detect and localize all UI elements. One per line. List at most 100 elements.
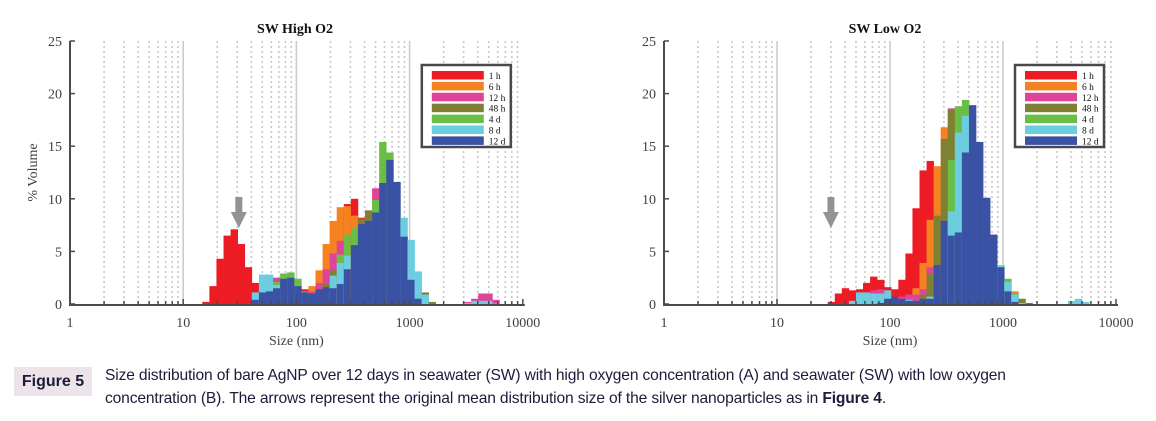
caption-end: . [881,390,887,407]
bar-12d [343,269,352,304]
bar-8d [471,300,479,304]
legend-swatch [1025,125,1077,134]
bar-8d [877,293,885,304]
bar-12d [990,234,998,304]
bar-8d [421,294,430,304]
bar-12d [365,220,373,304]
legend: 1 h6 h12 h48 h4 d8 d12 d [1013,63,1106,149]
bar-8d [251,292,260,304]
bar-8d [863,292,871,304]
bar-12d [322,287,330,304]
x-axis-label: Size (nm) [863,334,918,349]
y-tick-label: 10 [48,193,62,208]
bar-12d [386,159,394,304]
bar-12d [891,296,899,304]
bar-48h [926,273,934,304]
bar-1h [202,301,210,304]
bar-12d [954,232,963,304]
bar-12h [492,299,500,304]
x-tick-label: 10000 [1099,316,1134,331]
bar-48h [933,215,942,304]
bar-12d [976,141,984,304]
bar-12d [940,220,949,304]
figure-caption: Size distribution of bare AgNP over 12 d… [105,364,1150,410]
y-tick-label: 25 [642,35,656,50]
legend-swatch [1025,92,1077,102]
bar-12d [898,298,906,304]
bar-12d [287,277,295,304]
bar-8d [464,302,472,304]
bar-1h [230,229,238,304]
bar-1h [841,288,850,304]
bar-12d [336,284,345,304]
bar-8d [1011,294,1019,304]
legend-swatch [431,103,484,113]
caption-line-1: Size distribution of bare AgNP over 12 d… [105,367,1006,384]
bar-8d [478,300,486,304]
bar-12d [961,152,970,304]
x-tick-label: 100 [286,316,307,331]
bar-12d [884,298,892,304]
legend-swatch [1025,114,1077,124]
bar-8d [855,292,864,304]
caption-figure-ref[interactable]: Figure 4 [822,390,882,407]
bar-12d [933,265,942,304]
bar-4d [492,302,500,304]
bar-8d [1081,301,1090,304]
bar-12d [997,267,1005,304]
bar-12d [301,292,309,304]
bar-12h [485,293,493,304]
bar-8d [884,290,892,304]
bar-12d [414,298,422,304]
legend-label: 4 d [1082,116,1094,126]
bar-12d [983,197,991,304]
x-tick-label: 1 [661,316,668,331]
bar-12d [905,300,913,304]
bar-12d [350,245,359,304]
bar-1h [912,208,920,304]
x-tick-label: 1 [67,316,74,331]
x-tick-label: 10 [176,316,190,331]
legend-label: 12 h [489,94,506,104]
y-axis-label: % Volume [26,143,41,201]
bar-12d [273,288,281,304]
x-tick-label: 1000 [396,316,424,331]
bar-12d [926,298,934,304]
bar-8d [407,239,415,304]
legend-swatch [431,136,484,145]
bar-12d [919,298,927,304]
y-tick-label: 10 [642,193,656,208]
legend-label: 12 h [1082,94,1099,104]
bar-12d [400,236,408,304]
y-tick-label: 5 [55,245,62,260]
y-tick-label: 5 [649,245,656,260]
bar-12d [265,291,274,304]
bar-6h [926,219,934,304]
bar-1h [209,286,217,304]
y-tick-label: 25 [48,35,62,50]
legend-label: 6 h [489,83,501,93]
chart-title: SW Low O2 [849,22,922,37]
bar-12d [1011,301,1019,304]
mean-size-arrow-icon [230,197,247,228]
mean-size-arrow-icon [822,197,839,228]
legend-swatch [1025,71,1077,80]
legend: 1 h6 h12 h48 h4 d8 d12 d [420,63,513,149]
bar-1h [848,290,857,304]
legend-swatch [1025,81,1077,91]
bar-8d [265,274,274,304]
bar-12d [280,278,288,304]
bar-48h [1018,298,1026,304]
bar-8d [848,300,857,304]
legend-label: 48 h [1082,105,1099,115]
legend-label: 8 d [1082,127,1094,137]
x-tick-label: 10 [770,316,784,331]
legend-swatch [431,125,484,134]
legend-swatch [431,114,484,124]
legend-swatch [1025,136,1077,145]
bar-12d [947,235,956,304]
bar-8d [870,293,878,304]
bar-8d [1018,302,1026,304]
legend-label: 12 d [489,137,506,147]
